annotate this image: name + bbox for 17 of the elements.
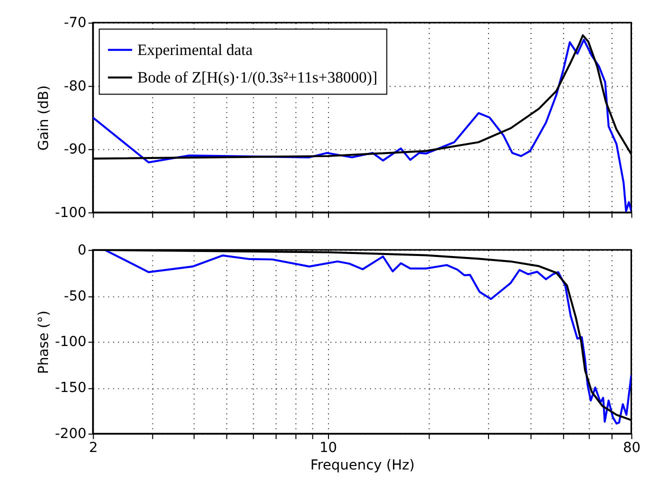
y-tick-label: -150	[55, 380, 86, 396]
y-tick-label: -100	[55, 334, 86, 350]
y-axis-title: Phase (°)	[36, 310, 52, 374]
legend-label: Experimental data	[137, 42, 253, 59]
y-tick-label: -100	[55, 204, 86, 221]
legend-label: Bode of Z[H(s)·1/(0.3s²+11s+38000)]	[137, 69, 378, 86]
y-tick-label: -90	[64, 142, 86, 158]
y-tick-label: -50	[64, 288, 86, 304]
y-tick-label: 0	[78, 242, 86, 258]
x-tick-label: 10	[319, 440, 338, 456]
y-tick-label: -70	[64, 15, 86, 32]
y-tick-label: -80	[64, 78, 86, 94]
x-tick-label: 2	[88, 440, 98, 456]
y-axis-title: Gain (dB)	[36, 85, 52, 151]
y-tick-label: -200	[55, 426, 86, 442]
x-axis-title: Frequency (Hz)	[310, 458, 415, 474]
x-tick-label: 80	[622, 440, 641, 456]
